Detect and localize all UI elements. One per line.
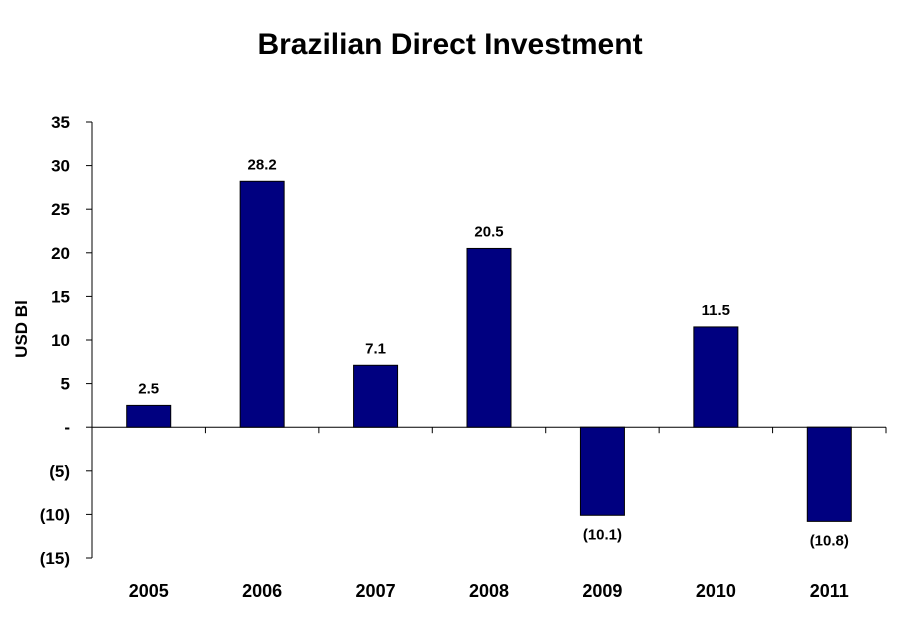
y-tick-label: 35 xyxy=(51,113,70,132)
x-tick-label: 2005 xyxy=(129,581,169,601)
data-label: (10.1) xyxy=(583,526,622,543)
bars xyxy=(126,180,852,522)
y-tick-label: 30 xyxy=(51,157,70,176)
bar-2011 xyxy=(806,426,852,522)
data-label: 7.1 xyxy=(365,340,386,357)
y-tick-label: 20 xyxy=(51,244,70,263)
bar-2008 xyxy=(466,247,512,428)
x-tick-label: 2009 xyxy=(582,581,622,601)
y-tick-label: (15) xyxy=(40,549,70,568)
x-tick-label: 2008 xyxy=(469,581,509,601)
x-tick-label: 2011 xyxy=(810,581,849,601)
bar-2010 xyxy=(693,326,739,428)
y-tick-label: (5) xyxy=(49,462,70,481)
y-tick-label: 15 xyxy=(51,287,70,306)
y-tick-label: 10 xyxy=(51,331,70,350)
y-axis: 35 30 25 20 15 10 5 - (5) (10) (15) xyxy=(40,113,93,568)
data-label: 11.5 xyxy=(702,302,730,319)
bar-2005 xyxy=(126,404,172,428)
data-labels: 2.5 28.2 7.1 20.5 (10.1) 11.5 (10.8) xyxy=(138,156,849,549)
data-label: 20.5 xyxy=(474,223,503,240)
x-tick-label: 2007 xyxy=(356,581,396,601)
y-tick-label: 25 xyxy=(51,200,70,219)
x-tick-label: 2006 xyxy=(242,581,282,601)
data-label: 2.5 xyxy=(138,380,159,397)
bar-2007 xyxy=(353,364,399,428)
bar-2009 xyxy=(579,426,625,516)
data-label: 28.2 xyxy=(248,156,277,173)
x-tick-label: 2010 xyxy=(696,581,736,601)
bar-2006 xyxy=(239,180,285,428)
x-axis: 2005 2006 2007 2008 2009 2010 2011 xyxy=(91,426,887,601)
data-label: (10.8) xyxy=(810,532,849,549)
y-tick-label: 5 xyxy=(61,375,70,394)
chart-title: Brazilian Direct Investment xyxy=(257,28,643,61)
y-tick-label: - xyxy=(64,418,70,437)
y-axis-title: USD Bl xyxy=(12,300,31,358)
y-tick-label: (10) xyxy=(40,505,70,524)
